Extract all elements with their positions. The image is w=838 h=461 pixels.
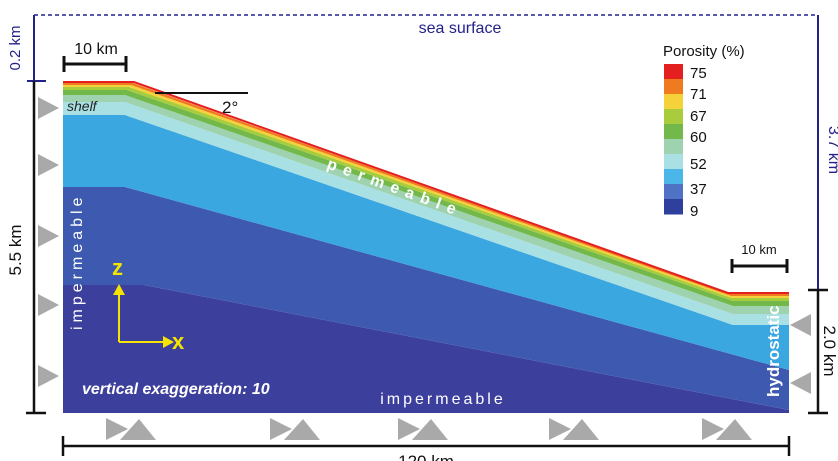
top-water-depth-label: 0.2 km xyxy=(7,25,24,70)
z-axis-label: z xyxy=(112,255,123,280)
roller-pair-icon xyxy=(106,418,156,440)
roller-pair-icon xyxy=(270,418,320,440)
legend-tick-label: 75 xyxy=(690,65,707,82)
roller-pair-icon xyxy=(398,418,448,440)
band-pale-green xyxy=(63,95,789,314)
legend-tick-label: 37 xyxy=(690,181,707,198)
porosity-legend: Porosity (%) 75 71 67 60 52 37 9 xyxy=(663,43,745,220)
legend-tick-label: 67 xyxy=(690,108,707,125)
deep-basement-layer xyxy=(63,285,789,413)
bottom-roller-supports xyxy=(106,418,752,440)
left-height-label: 5.5 km xyxy=(6,224,25,275)
legend-swatch xyxy=(664,109,683,125)
band-yellow-green xyxy=(63,87,789,301)
right-height-label: 2.0 km xyxy=(820,325,838,376)
shelf-label: shelf xyxy=(67,98,99,114)
right-roller-supports xyxy=(790,314,811,394)
roller-pair-icon xyxy=(549,418,599,440)
right-scale-bar xyxy=(730,259,789,273)
slope-angle-label: 2° xyxy=(222,98,238,117)
bottom-width-label: 120 km xyxy=(398,452,454,461)
legend-tick-label: 71 xyxy=(690,86,707,103)
legend-swatch xyxy=(664,154,683,170)
legend-tick-labels: 75 71 67 60 52 37 9 xyxy=(690,65,707,220)
hydrostatic-label: hydrostatic xyxy=(764,305,783,397)
roller-triangle-icon xyxy=(790,372,811,394)
impermeable-left-label: impermeable xyxy=(69,194,86,330)
top-scale-bar xyxy=(62,56,128,72)
band-green xyxy=(63,90,789,306)
legend-swatch xyxy=(664,124,683,140)
upper-layer xyxy=(63,115,789,370)
legend-swatch xyxy=(664,64,683,80)
right-scale-label: 10 km xyxy=(741,242,776,257)
roller-pair-icon xyxy=(702,418,752,440)
x-arrow-icon xyxy=(163,336,174,348)
roller-triangle-icon xyxy=(790,314,811,336)
model-domain xyxy=(63,81,789,413)
top-scale-label: 10 km xyxy=(74,41,118,58)
x-axis-label: x xyxy=(172,329,185,354)
legend-tick-label: 60 xyxy=(690,129,707,146)
bottom-width-bracket xyxy=(61,436,791,456)
legend-swatch xyxy=(664,169,683,185)
sea-surface-label: sea surface xyxy=(419,20,502,37)
right-height-bracket xyxy=(808,288,828,415)
seafloor-surface xyxy=(63,81,789,294)
left-height-bracket xyxy=(26,81,46,415)
legend-swatch xyxy=(664,79,683,95)
z-arrow-icon xyxy=(113,284,125,295)
legend-swatch xyxy=(664,139,683,155)
legend-tick-label: 52 xyxy=(690,156,707,173)
legend-title: Porosity (%) xyxy=(663,43,745,60)
legend-tick-label: 9 xyxy=(690,203,698,220)
roller-triangle-icon xyxy=(38,154,59,176)
vertical-exaggeration-label: vertical exaggeration: 10 xyxy=(82,381,270,398)
legend-swatch xyxy=(664,94,683,110)
legend-swatch xyxy=(664,184,683,200)
mid-layer xyxy=(63,187,789,410)
roller-triangle-icon xyxy=(38,365,59,387)
roller-triangle-icon xyxy=(38,225,59,247)
roller-triangle-icon xyxy=(38,294,59,316)
band-light-cyan xyxy=(63,102,789,325)
right-water-depth-label: 3.7 km xyxy=(825,126,838,174)
legend-swatch xyxy=(664,199,683,215)
impermeable-bottom-label: impermeable xyxy=(380,391,505,408)
axis-indicator: z x xyxy=(112,255,185,354)
legend-color-bar xyxy=(664,64,683,215)
roller-triangle-icon xyxy=(38,97,59,119)
left-roller-supports xyxy=(38,97,59,387)
